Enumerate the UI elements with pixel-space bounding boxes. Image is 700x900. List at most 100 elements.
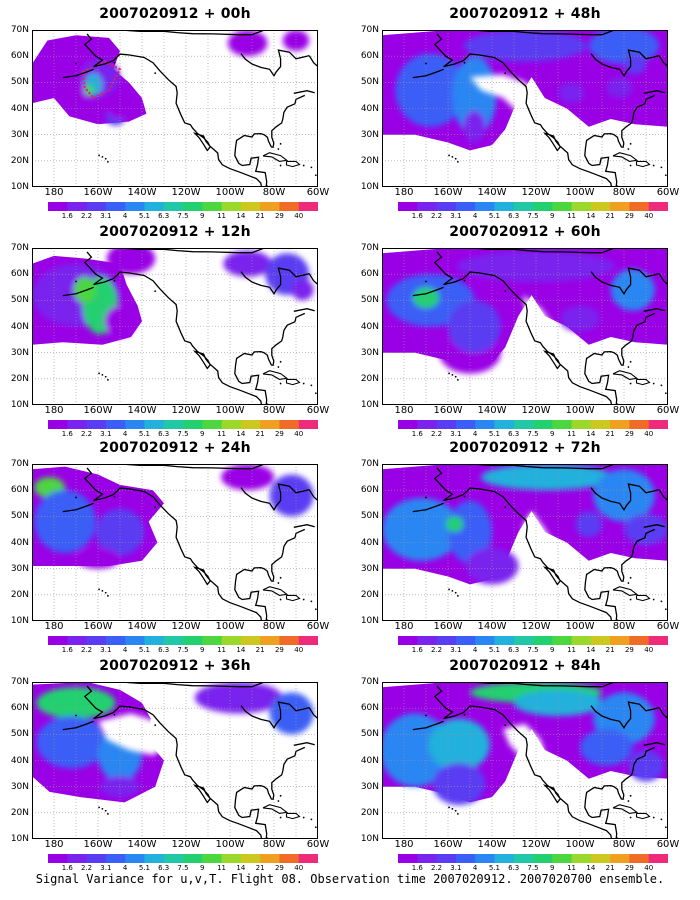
lat-tick-label: 60N (360, 51, 379, 62)
coastline (293, 308, 315, 312)
colorbar-swatch (610, 636, 630, 645)
coastline (590, 701, 660, 730)
colorbar-level-label: 6.3 (158, 430, 170, 438)
colorbar-swatch (105, 420, 126, 429)
lon-tick-label: 140W (127, 839, 157, 850)
island (664, 608, 667, 611)
colorbar-swatch (240, 636, 261, 645)
lon-tick-label: 100W (215, 187, 245, 198)
colorbar-level-label: 1.6 (411, 212, 423, 220)
variance-contour (588, 30, 660, 65)
variance-contour (84, 84, 95, 96)
lon-tick-label: 60W (656, 405, 680, 416)
colorbar-swatch (475, 420, 495, 429)
colorbar-swatch (221, 202, 242, 211)
colorbar-level-label: 3.1 (450, 646, 462, 654)
lon-tick-label: 180 (394, 405, 414, 416)
observation-region-marker (81, 60, 122, 100)
colorbar-swatch (298, 420, 318, 429)
coastline (643, 90, 665, 94)
lat-tick-label: 10N (10, 182, 29, 192)
colorbar-swatch (513, 420, 534, 429)
lat-tick-label: 50N (10, 295, 29, 306)
lat-tick-label: 70N (10, 243, 29, 253)
island (107, 160, 109, 163)
colorbar-level-label: 3.1 (450, 430, 462, 438)
lat-tick-label: 70N (360, 459, 379, 469)
colorbar (48, 420, 318, 429)
colorbar-level-label: 5.1 (488, 212, 500, 220)
coastline (285, 378, 301, 386)
colorbar-swatch (105, 202, 126, 211)
island (277, 366, 280, 368)
coastline (62, 286, 94, 297)
colorbar-swatch (475, 636, 495, 645)
coastline (308, 273, 318, 286)
colorbar-level-label: 40 (294, 212, 304, 220)
variance-contour (624, 53, 646, 75)
coastline (658, 273, 668, 286)
lat-tick-label: 60N (10, 485, 29, 496)
island (277, 148, 280, 150)
lon-tick-label: 160W (433, 405, 463, 416)
island (627, 366, 630, 368)
colorbar-level-label: 1.6 (61, 864, 73, 872)
colorbar-swatch (648, 854, 668, 863)
colorbar-swatch (298, 636, 318, 645)
coastline (83, 33, 263, 187)
panel-title: 2007020912 + 00h (99, 6, 251, 22)
colorbar-level-label: 9 (200, 646, 205, 654)
coastline (293, 90, 315, 94)
coastline (412, 68, 444, 79)
coastline (62, 68, 94, 79)
map-panel: 2007020912 + 00h 70N 60N 50N 40N 30N 20N 10N 180… (0, 0, 340, 220)
lon-tick-label: 60W (656, 187, 680, 198)
lat-tick-label: 20N (10, 373, 29, 384)
coastline (612, 586, 639, 596)
colorbar-level-label: 4 (122, 864, 128, 872)
lat-tick-label: 30N (360, 129, 379, 140)
island (457, 594, 459, 597)
island (302, 816, 305, 819)
colorbar-level-label: 4 (122, 430, 128, 438)
colorbar-swatch (494, 202, 515, 211)
colorbar-level-label: 1.6 (411, 646, 423, 654)
island (448, 588, 450, 591)
lat-tick-label: 20N (10, 807, 29, 818)
colorbar-swatch (221, 420, 242, 429)
lat-tick-label: 50N (10, 729, 29, 740)
island (107, 594, 109, 597)
lat-tick-label: 60N (10, 269, 29, 280)
colorbar-swatch (571, 202, 592, 211)
low-variance-gap (503, 723, 547, 771)
coastline (643, 742, 665, 746)
colorbar-swatch (125, 420, 145, 429)
island (629, 360, 632, 363)
colorbar-swatch (48, 202, 68, 211)
lat-tick-label: 20N (360, 155, 379, 166)
variance-contour (448, 300, 501, 353)
island (310, 384, 313, 387)
lat-tick-label: 20N (360, 373, 379, 384)
coastline (83, 251, 263, 405)
coastline (643, 524, 665, 528)
colorbar-level-label: 6.3 (508, 212, 520, 220)
island (463, 61, 466, 64)
colorbar-level-label: 21 (255, 864, 265, 872)
lat-tick-label: 50N (10, 511, 29, 522)
colorbar-level-label: 4 (472, 212, 478, 220)
colorbar-level-label: 5.1 (488, 430, 500, 438)
island (457, 160, 459, 163)
colorbar-swatch (475, 854, 495, 863)
colorbar-swatch (202, 202, 223, 211)
colorbar-swatch (144, 854, 165, 863)
island (104, 157, 107, 160)
colorbar-swatch (67, 636, 88, 645)
colorbar-swatch (629, 202, 650, 211)
colorbar-level-label: 40 (644, 646, 654, 654)
colorbar-level-label: 11 (217, 864, 227, 872)
lon-tick-label: 120W (521, 405, 551, 416)
map-panel: 2007020912 + 36h 70N 60N 50N 40N 30N 20N 10N 180… (0, 652, 340, 872)
colorbar-swatch (125, 636, 145, 645)
lon-tick-label: 60W (306, 621, 330, 632)
